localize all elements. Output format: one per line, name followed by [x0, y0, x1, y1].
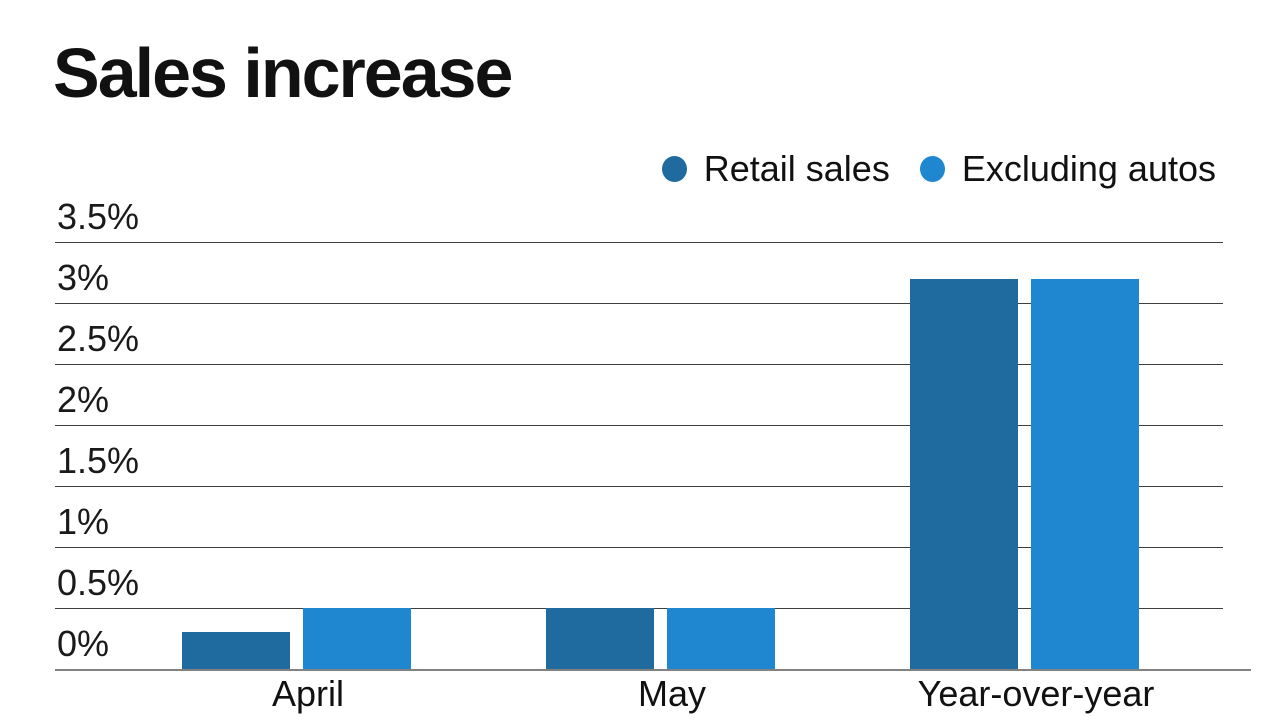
legend-item-retail-sales: Retail sales: [661, 148, 890, 189]
y-tick-label: 2.5%: [57, 318, 140, 359]
gridline-3: [55, 303, 1223, 304]
legend-label: Retail sales: [703, 148, 890, 189]
y-tick-label: 3%: [57, 257, 110, 298]
y-tick-label: 3.5%: [57, 196, 140, 237]
y-tick-label: 0.5%: [57, 562, 140, 603]
legend-label: Excluding autos: [961, 148, 1216, 189]
gridline-3-5: [55, 242, 1223, 243]
x-category-label-may: May: [637, 673, 706, 714]
x-category-label-april: April: [271, 673, 345, 714]
chart-title: Sales increase: [53, 34, 513, 112]
bar-retail-sales-april: [182, 632, 290, 669]
legend-item-excluding-autos: Excluding autos: [919, 148, 1216, 189]
y-tick-label: 1%: [57, 501, 110, 542]
gridline-2-5: [55, 364, 1223, 365]
legend: Retail sales Excluding autos: [661, 146, 1216, 192]
legend-dot-icon: [919, 156, 945, 182]
legend-dot-icon: [661, 156, 687, 182]
bar-excluding-autos-april: [303, 608, 411, 669]
y-tick-label: 1.5%: [57, 440, 140, 481]
gridline-2: [55, 425, 1223, 426]
y-tick-label: 0%: [57, 623, 110, 664]
gridline-1-5: [55, 486, 1223, 487]
bar-retail-sales-may: [546, 608, 654, 669]
bar-excluding-autos-year-over-year: [1031, 279, 1139, 669]
x-axis-line: [55, 669, 1251, 671]
y-tick-label: 2%: [57, 379, 110, 420]
bar-excluding-autos-may: [667, 608, 775, 669]
x-category-label-year-over-year: Year-over-year: [917, 673, 1155, 714]
gridline-1: [55, 547, 1223, 548]
bar-retail-sales-year-over-year: [910, 279, 1018, 669]
